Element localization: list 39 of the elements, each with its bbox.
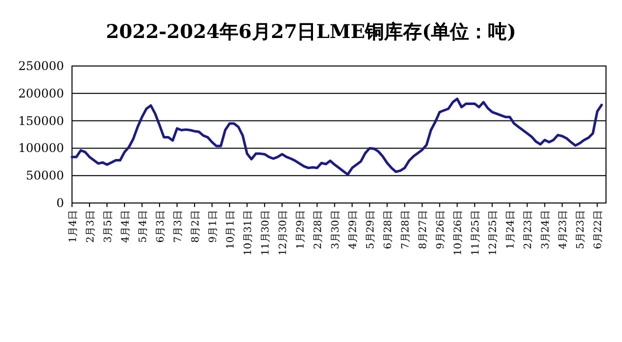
x-tick-label: 6月28日 [383,210,394,250]
x-tick-label: 1月4日 [68,210,79,243]
x-tick-label: 4月29日 [348,210,360,250]
x-tick-label: 1月29日 [296,210,307,250]
x-tick-label: 4月23日 [558,210,570,250]
x-tick-label: 3月30日 [330,210,342,250]
x-tick-label: 3月5日 [103,210,114,243]
y-tick-label: 250000 [18,59,64,73]
x-tick-label: 9月1日 [208,210,220,243]
x-tick-label: 7月3日 [173,210,184,243]
x-tick-label: 11月25日 [470,210,482,256]
x-tick-label: 10月1日 [226,210,237,250]
x-tick-label: 7月28日 [400,210,412,250]
y-tick-label: 150000 [18,114,64,128]
x-tick-label: 10月31日 [243,210,254,256]
y-tick-label: 100000 [18,141,64,156]
x-tick-label: 5月23日 [576,210,587,250]
x-tick-label: 8月2日 [190,210,202,243]
y-tick-label: 50000 [26,168,64,183]
x-tick-label: 12月30日 [278,210,290,256]
x-tick-label: 8月27日 [418,210,430,250]
x-tick-label: 1月24日 [506,210,517,250]
x-tick-label: 5月4日 [138,210,150,243]
x-tick-label: 2月28日 [313,210,324,250]
x-tick-label: 2月23日 [523,210,534,250]
y-tick-label: 200000 [18,86,64,100]
line-series [70,98,603,176]
x-tick-label: 6月3日 [156,210,167,243]
x-tick-label: 12月25日 [488,210,500,256]
title: 2022-2024年6月27日LME铜库存(单位：吨) [106,21,516,43]
x-tick-label: 9月26日 [436,210,447,250]
x-tick-label: 3月24日 [540,210,552,250]
x-tick-label: 2月3日 [86,210,97,243]
x-tick-label: 6月22日 [593,210,604,250]
x-tick-label: 5月29日 [366,210,377,250]
y-tick-label: 0 [56,196,64,210]
x-tick-label: 11月30日 [260,210,272,256]
x-tick-label: 10月26日 [453,210,464,256]
x-tick-label: 4月4日 [120,210,132,243]
